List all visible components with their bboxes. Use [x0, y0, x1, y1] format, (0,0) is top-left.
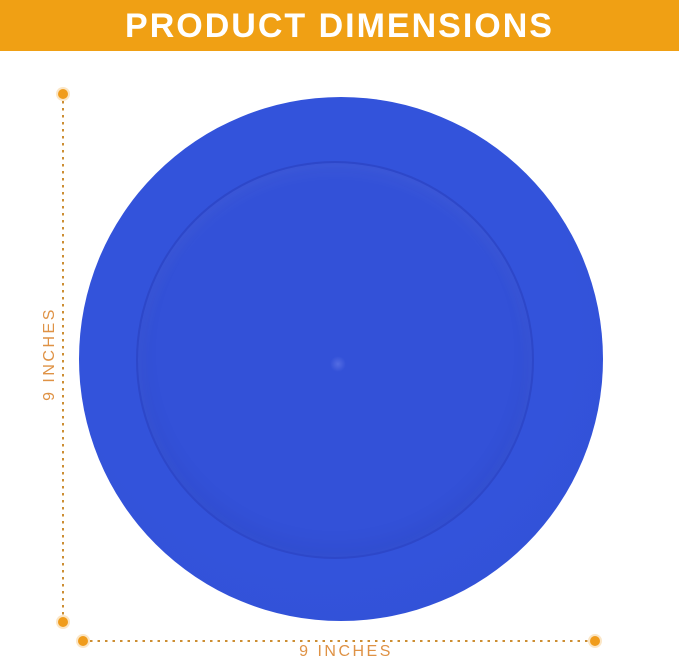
dimension-endpoint-dot — [78, 636, 88, 646]
disc-center-dimple — [330, 356, 346, 372]
dimension-endpoint-dot — [58, 89, 68, 99]
page-title: PRODUCT DIMENSIONS — [125, 6, 554, 45]
dimension-endpoint-dot — [58, 617, 68, 627]
width-dimension-label: 9 INCHES — [299, 643, 393, 659]
dotted-line-vertical — [61, 101, 65, 615]
product-disc-image — [79, 97, 603, 621]
height-dimension-label: 9 INCHES — [41, 307, 58, 401]
dotted-line-horizontal — [90, 639, 588, 643]
dimension-endpoint-dot — [590, 636, 600, 646]
header-banner: PRODUCT DIMENSIONS — [0, 0, 679, 51]
